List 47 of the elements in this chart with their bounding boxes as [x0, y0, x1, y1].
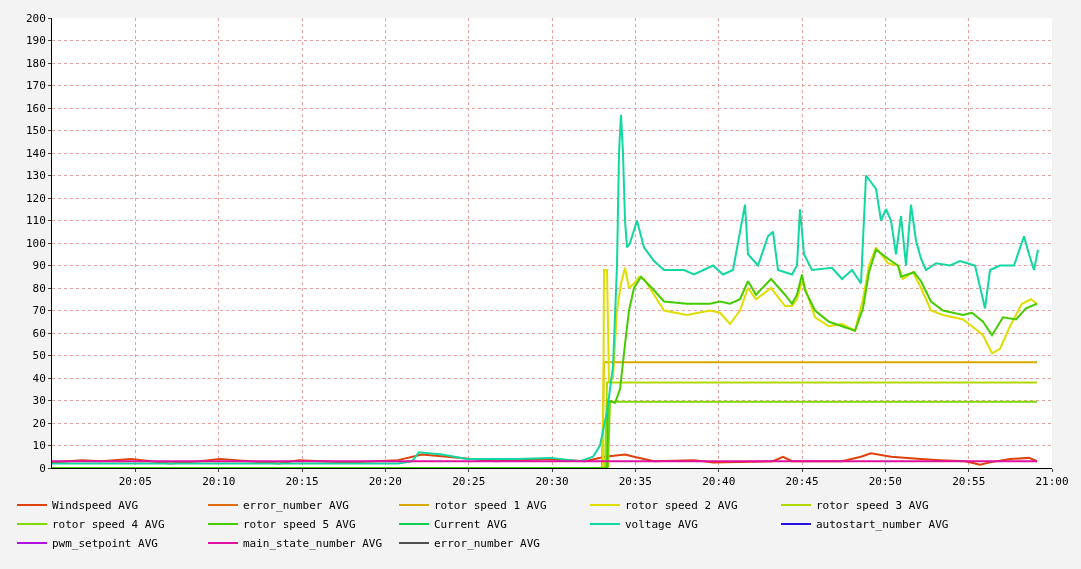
- legend-label: rotor speed 5 AVG: [243, 518, 356, 532]
- legend-label: error_number AVG: [434, 537, 540, 551]
- legend-label: rotor speed 4 AVG: [52, 518, 165, 532]
- legend-label: main_state_number AVG: [243, 537, 383, 551]
- x-tick-label: 21:00: [1035, 475, 1069, 489]
- y-tick-label: 140: [25, 146, 46, 160]
- y-tick-label: 0: [39, 461, 46, 475]
- x-tick-label: 20:15: [285, 475, 319, 489]
- legend-label: rotor speed 1 AVG: [434, 499, 547, 513]
- x-tick-label: 20:05: [118, 475, 152, 489]
- y-tick-label: 110: [25, 214, 46, 228]
- y-tick-label: 160: [25, 101, 46, 115]
- legend-label: autostart_number AVG: [816, 518, 949, 532]
- y-tick-label: 120: [25, 191, 46, 205]
- legend-label: error_number AVG: [243, 499, 349, 513]
- x-tick-label: 20:30: [535, 475, 569, 489]
- x-tick-label: 20:45: [785, 475, 819, 489]
- line-series: [52, 113, 1039, 465]
- y-tick-label: 80: [32, 281, 46, 295]
- y-tick-label: 170: [25, 79, 46, 93]
- legend-label: voltage AVG: [625, 518, 698, 532]
- x-tick-label: 20:40: [702, 475, 736, 489]
- y-tick-label: 90: [32, 259, 46, 273]
- x-tick-label: 20:10: [202, 475, 236, 489]
- y-tick-label: 20: [32, 416, 46, 430]
- y-tick-label: 60: [32, 326, 46, 340]
- y-tick-label: 200: [25, 11, 46, 25]
- y-tick-label: 70: [32, 304, 46, 318]
- x-tick-label: 20:20: [368, 475, 402, 489]
- y-tick-label: 130: [25, 169, 46, 183]
- x-tick-label: 20:50: [868, 475, 902, 489]
- y-tick-label: 40: [32, 371, 46, 385]
- y-tick-label: 180: [25, 56, 46, 70]
- y-tick-label: 50: [32, 349, 46, 363]
- legend-label: rotor speed 2 AVG: [625, 499, 738, 513]
- legend-label: pwm_setpoint AVG: [52, 537, 158, 551]
- y-tick-label: 10: [32, 439, 46, 453]
- y-tick-label: 100: [25, 236, 46, 250]
- y-tick-label: 190: [25, 34, 46, 48]
- x-tick-label: 20:55: [952, 475, 986, 489]
- legend-label: Windspeed AVG: [52, 499, 139, 513]
- legend-label: Current AVG: [434, 518, 507, 532]
- x-tick-label: 20:35: [618, 475, 652, 489]
- legend-label: rotor speed 3 AVG: [816, 499, 929, 513]
- y-tick-label: 30: [32, 394, 46, 408]
- y-tick-label: 150: [25, 124, 46, 138]
- x-tick-label: 20:25: [452, 475, 486, 489]
